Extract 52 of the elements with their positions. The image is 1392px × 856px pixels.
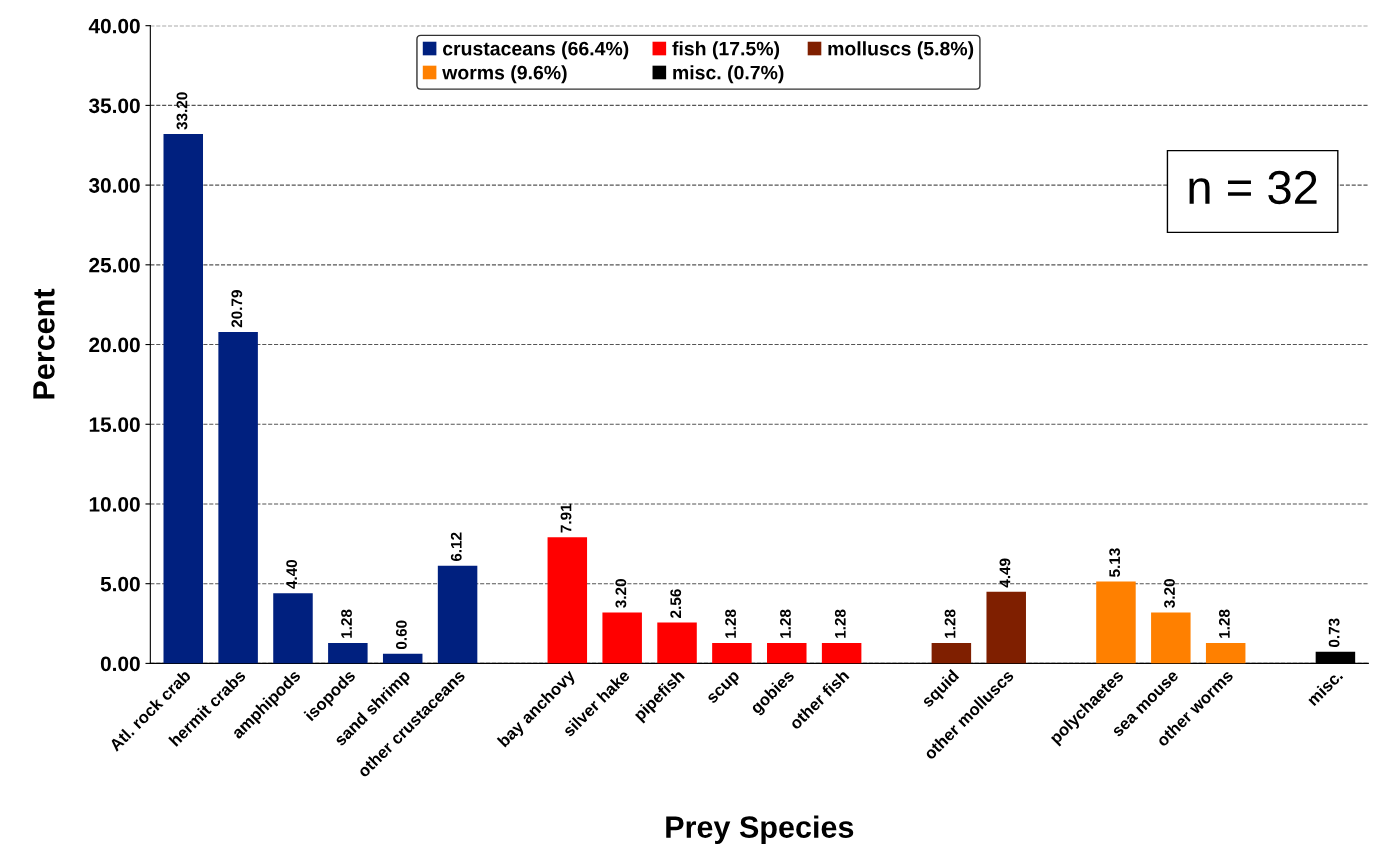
data-label: 1.28	[1218, 609, 1230, 638]
bar	[1096, 581, 1136, 664]
bar	[437, 565, 478, 664]
y-tick-label: 0.00	[100, 656, 140, 672]
y-tick-label: 5.00	[100, 576, 140, 592]
bar	[657, 622, 697, 664]
bar	[986, 591, 1026, 664]
data-label: 1.28	[944, 609, 956, 638]
data-label: 3.20	[615, 579, 627, 608]
bar	[712, 642, 752, 664]
data-label: 0.73	[1328, 618, 1340, 647]
bar	[1205, 642, 1246, 664]
data-label: 1.28	[780, 609, 791, 638]
y-tick-label: 30.00	[88, 178, 140, 193]
annotation: n = 32	[1189, 170, 1317, 205]
bar	[602, 612, 642, 664]
bar	[767, 642, 807, 664]
y-tick-label: 20.00	[89, 337, 140, 353]
data-label: 7.91	[560, 503, 572, 533]
y-tick-label: 15.00	[89, 417, 140, 433]
bar	[547, 537, 588, 664]
legend-label: molluscs (5.8%)	[828, 41, 974, 60]
data-label: 0.60	[396, 620, 407, 650]
bar	[273, 593, 313, 664]
x-axis-title: Prey Species	[666, 815, 854, 844]
data-label: 1.28	[341, 609, 352, 638]
y-tick-label: 35.00	[88, 98, 140, 114]
data-label: 1.28	[725, 609, 736, 638]
legend-label: fish (17.5%)	[672, 41, 780, 60]
y-tick-label: 10.00	[89, 496, 140, 512]
data-label: 3.20	[1164, 579, 1175, 608]
bar	[1151, 612, 1191, 664]
data-label: 33.20	[176, 92, 188, 130]
bar	[382, 653, 423, 664]
bar	[328, 642, 368, 664]
data-label: 4.49	[999, 558, 1011, 588]
data-label: 2.56	[670, 589, 682, 618]
data-label: 4.40	[286, 559, 298, 589]
bar	[218, 331, 258, 664]
bar	[163, 134, 204, 664]
bar	[931, 642, 972, 664]
bar	[821, 642, 862, 664]
legend-label: misc. (0.7%)	[673, 65, 784, 84]
data-label: 6.12	[450, 532, 462, 562]
y-tick-label: 25.00	[89, 257, 140, 273]
legend-label: worms (9.6%)	[442, 65, 567, 84]
data-label: 5.13	[1109, 548, 1121, 577]
y-tick-label: 40.00	[88, 18, 140, 34]
data-label: 1.28	[834, 609, 846, 638]
data-label: 20.79	[231, 290, 243, 328]
y-axis-title: Percent	[33, 288, 55, 399]
legend-label: crustaceans (66.4%)	[442, 41, 629, 60]
